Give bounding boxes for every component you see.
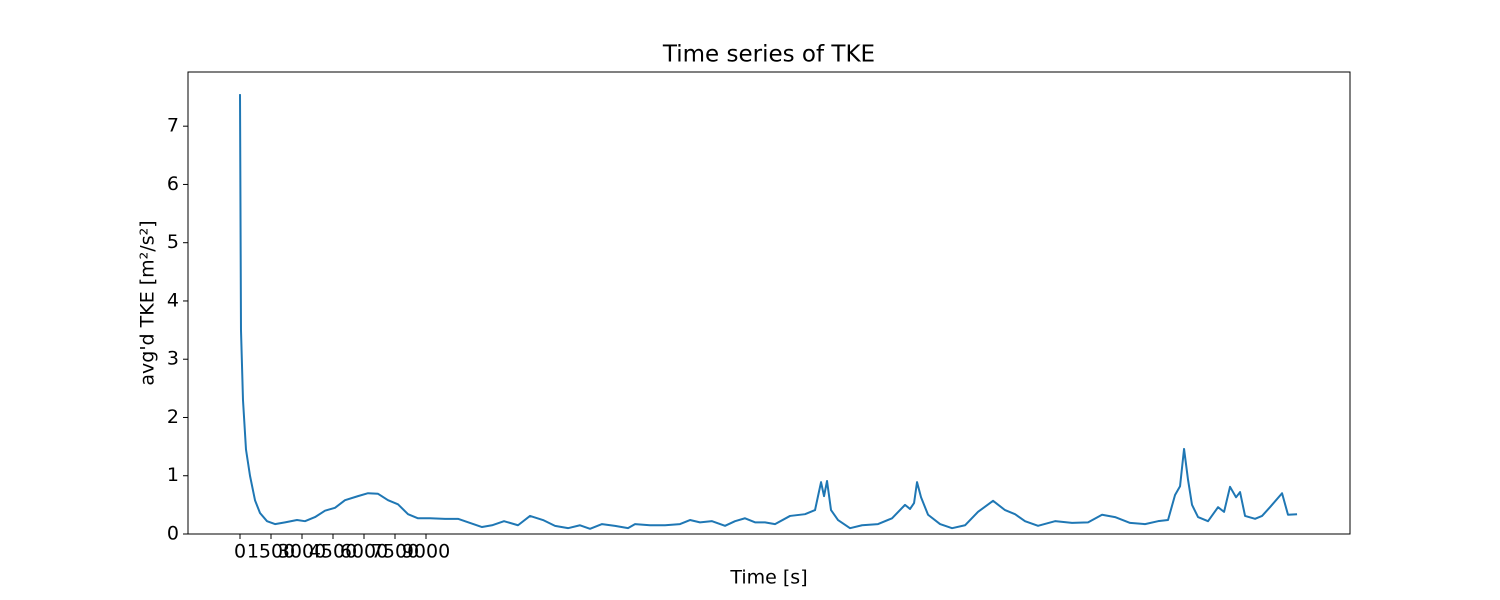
x-tick-label: 7500: [371, 541, 419, 563]
y-axis-label: avg'd TKE [m²/s²]: [137, 220, 159, 385]
x-tick-label: 0: [234, 541, 246, 563]
y-tick-label: 1: [167, 464, 179, 486]
x-axis-label: Time [s]: [729, 567, 807, 589]
data-line: [239, 94, 1298, 530]
y-tick-label: 2: [167, 406, 179, 428]
x-tick-label: 9000: [402, 541, 450, 563]
y-tick-label: 4: [167, 289, 179, 311]
y-tick-label: 3: [167, 348, 179, 370]
x-tick-label: 4500: [309, 541, 357, 563]
plot-frame: [187, 71, 1351, 535]
y-tick-label: 5: [167, 231, 179, 253]
y-tick-label: 0: [167, 523, 179, 545]
x-tick-label: 1500: [247, 541, 295, 563]
x-tick-label: 3000: [278, 541, 326, 563]
chart-title: Time series of TKE: [662, 42, 875, 68]
x-tick-label: 6000: [340, 541, 388, 563]
y-tick-label: 7: [167, 115, 179, 137]
y-tick-label: 6: [167, 173, 179, 195]
